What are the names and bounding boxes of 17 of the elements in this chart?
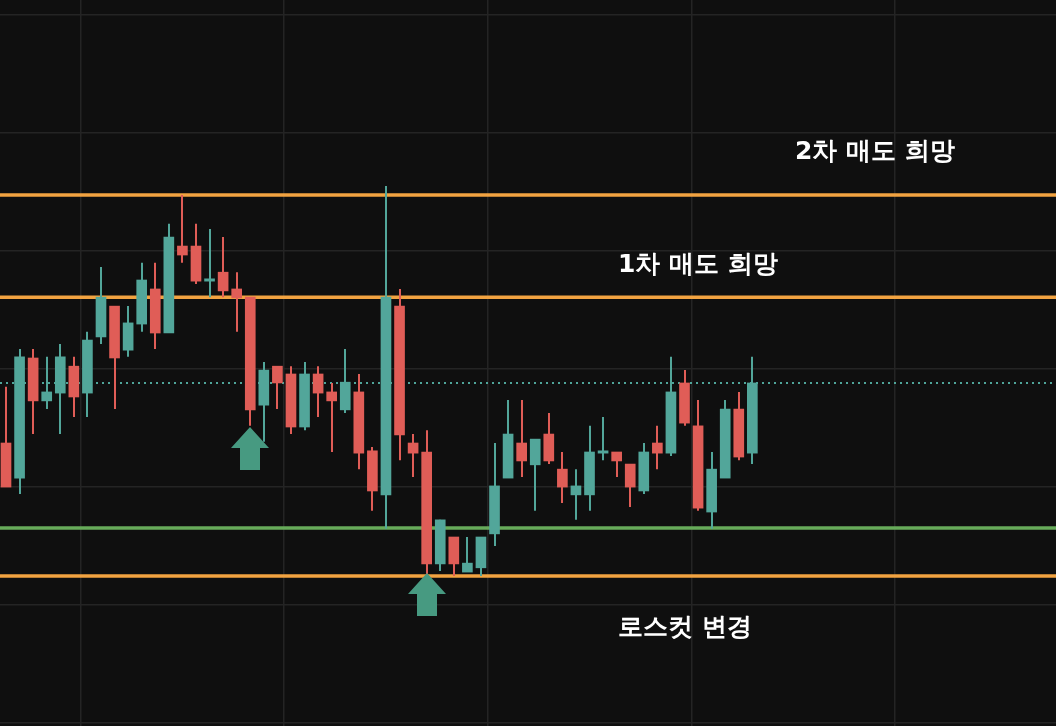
candlestick <box>516 399 527 478</box>
candlestick <box>204 227 215 299</box>
candlestick <box>272 365 283 411</box>
candlestick <box>611 450 622 478</box>
candlestick <box>557 450 568 505</box>
candlestick <box>231 271 243 333</box>
ref-line-label: 로스컷 변경 <box>618 611 752 641</box>
candlestick <box>312 365 324 418</box>
candlestick <box>624 463 636 508</box>
candlestick <box>462 536 473 574</box>
ref-line-label: 2차 매도 희망 <box>795 136 955 166</box>
ref-line-label: 1차 매도 희망 <box>618 248 778 278</box>
candlestick <box>177 193 188 264</box>
candlestick <box>326 381 338 453</box>
candlestick <box>652 424 663 471</box>
candlestick <box>217 236 229 299</box>
candlestick <box>597 415 609 462</box>
